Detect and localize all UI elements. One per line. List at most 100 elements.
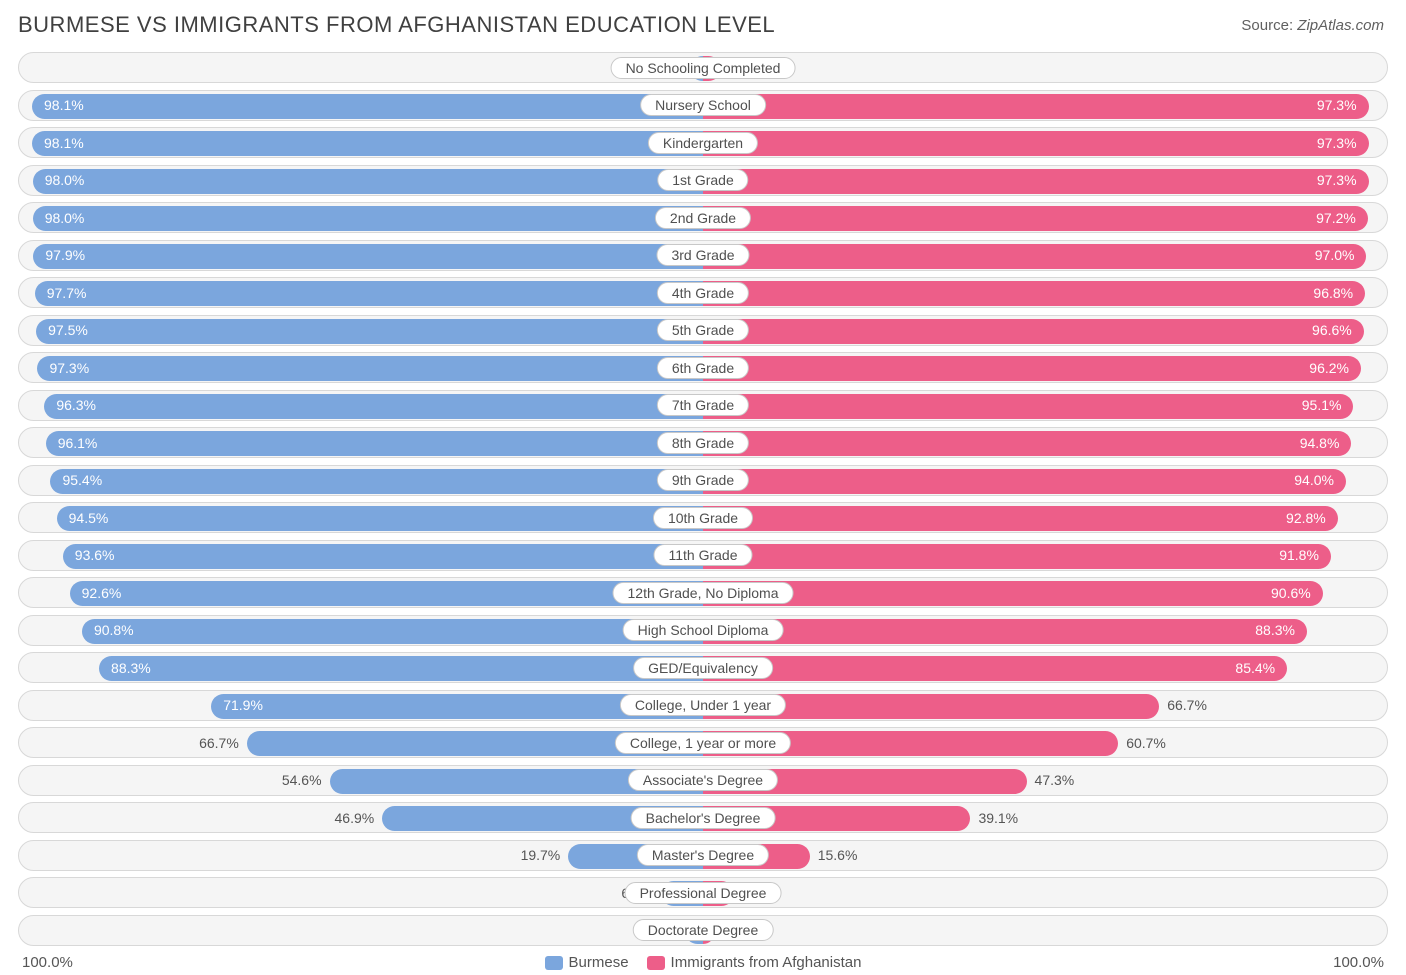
chart-row: 2.6%1.8%Doctorate Degree xyxy=(18,915,1388,946)
category-label: 6th Grade xyxy=(657,357,749,379)
chart-body: 1.9%2.7%No Schooling Completed 98.1% 97.3%… xyxy=(0,46,1406,946)
source-label: Source: xyxy=(1241,17,1293,34)
value-right: 66.7% xyxy=(1167,697,1207,713)
legend-swatch-right xyxy=(647,956,665,970)
axis-left-max: 100.0% xyxy=(22,954,73,971)
category-label: 12th Grade, No Diploma xyxy=(613,582,794,604)
value-left: 46.9% xyxy=(335,810,375,826)
bar-right xyxy=(703,394,1353,419)
value-right: 95.1% xyxy=(1302,397,1342,413)
value-right: 97.3% xyxy=(1317,135,1357,151)
value-left: 98.0% xyxy=(45,172,85,188)
chart-footer: 100.0% Burmese Immigrants from Afghanist… xyxy=(0,952,1406,973)
category-label: Bachelor's Degree xyxy=(631,807,776,829)
category-label: College, 1 year or more xyxy=(615,732,791,754)
category-label: Nursery School xyxy=(640,94,766,116)
category-label: 5th Grade xyxy=(657,319,749,341)
value-right: 85.4% xyxy=(1235,660,1275,676)
chart-row: 98.0%97.3%1st Grade xyxy=(18,165,1388,196)
chart-row: 95.4%94.0%9th Grade xyxy=(18,465,1388,496)
chart-row: 90.8% 88.3% High School Diploma xyxy=(18,615,1388,646)
value-right: 47.3% xyxy=(1035,772,1075,788)
value-left: 94.5% xyxy=(69,510,109,526)
chart-header: BURMESE VS IMMIGRANTS FROM AFGHANISTAN E… xyxy=(0,0,1406,46)
value-left: 95.4% xyxy=(62,472,102,488)
category-label: 8th Grade xyxy=(657,432,749,454)
bar-right xyxy=(703,581,1323,606)
value-right: 91.8% xyxy=(1279,547,1319,563)
bar-left xyxy=(36,319,703,344)
chart-row: 96.3%95.1%7th Grade xyxy=(18,390,1388,421)
chart-row: 98.1% 97.3% Kindergarten xyxy=(18,127,1388,158)
category-label: Kindergarten xyxy=(648,132,758,154)
value-right: 96.2% xyxy=(1309,360,1349,376)
axis-right-max: 100.0% xyxy=(1333,954,1384,971)
bar-left xyxy=(32,94,703,119)
category-label: Associate's Degree xyxy=(628,769,778,791)
chart-source: Source: ZipAtlas.com xyxy=(1241,17,1384,34)
category-label: 2nd Grade xyxy=(655,207,751,229)
chart-row: 1.9%2.7%No Schooling Completed xyxy=(18,52,1388,83)
value-left: 92.6% xyxy=(82,585,122,601)
chart-row: 94.5%92.8%10th Grade xyxy=(18,502,1388,533)
category-label: Master's Degree xyxy=(637,844,769,866)
bar-left xyxy=(33,169,703,194)
value-right: 94.8% xyxy=(1300,435,1340,451)
chart-row: 93.6%91.8%11th Grade xyxy=(18,540,1388,571)
bar-left xyxy=(50,469,703,494)
value-left: 54.6% xyxy=(282,772,322,788)
bar-right xyxy=(703,131,1369,156)
value-left: 88.3% xyxy=(111,660,151,676)
category-label: 4th Grade xyxy=(657,282,749,304)
value-right: 96.6% xyxy=(1312,322,1352,338)
chart-row: 54.6% 47.3% Associate's Degree xyxy=(18,765,1388,796)
chart-row: 96.1%94.8%8th Grade xyxy=(18,427,1388,458)
chart-row: 66.7%60.7%College, 1 year or more xyxy=(18,727,1388,758)
category-label: 7th Grade xyxy=(657,394,749,416)
value-left: 93.6% xyxy=(75,547,115,563)
chart-title: BURMESE VS IMMIGRANTS FROM AFGHANISTAN E… xyxy=(18,12,775,38)
bar-left xyxy=(70,581,703,606)
bar-left xyxy=(57,506,703,531)
bar-right xyxy=(703,281,1365,306)
value-right: 96.8% xyxy=(1313,285,1353,301)
category-label: High School Diploma xyxy=(623,619,784,641)
value-right: 88.3% xyxy=(1255,622,1295,638)
bar-right xyxy=(703,319,1364,344)
bar-left xyxy=(33,206,703,231)
value-right: 15.6% xyxy=(818,847,858,863)
bar-right xyxy=(703,244,1366,269)
value-right: 90.6% xyxy=(1271,585,1311,601)
category-label: 10th Grade xyxy=(653,507,753,529)
category-label: 3rd Grade xyxy=(656,244,749,266)
legend-swatch-left xyxy=(545,956,563,970)
value-left: 97.9% xyxy=(45,247,85,263)
bar-right xyxy=(703,619,1307,644)
chart-row: 88.3%85.4%GED/Equivalency xyxy=(18,652,1388,683)
bar-left xyxy=(44,394,703,419)
legend-label-left: Burmese xyxy=(569,954,629,971)
value-left: 98.1% xyxy=(44,97,84,113)
bar-right xyxy=(703,169,1369,194)
value-right: 97.0% xyxy=(1315,247,1355,263)
bar-right xyxy=(703,469,1346,494)
value-left: 97.7% xyxy=(47,285,87,301)
value-left: 98.1% xyxy=(44,135,84,151)
bar-right xyxy=(703,356,1361,381)
chart-row: 19.7%15.6%Master's Degree xyxy=(18,840,1388,871)
bar-right xyxy=(703,206,1368,231)
value-right: 97.2% xyxy=(1316,210,1356,226)
chart-row: 6.1%4.5%Professional Degree xyxy=(18,877,1388,908)
bar-left xyxy=(35,281,703,306)
value-left: 66.7% xyxy=(199,735,239,751)
bar-left xyxy=(37,356,703,381)
chart-row: 97.7% 96.8% 4th Grade xyxy=(18,277,1388,308)
bar-right xyxy=(703,94,1369,119)
value-left: 90.8% xyxy=(94,622,134,638)
value-right: 94.0% xyxy=(1294,472,1334,488)
value-left: 97.5% xyxy=(48,322,88,338)
category-label: No Schooling Completed xyxy=(611,57,796,79)
bar-left xyxy=(63,544,703,569)
category-label: 1st Grade xyxy=(657,169,748,191)
bar-right xyxy=(703,656,1287,681)
